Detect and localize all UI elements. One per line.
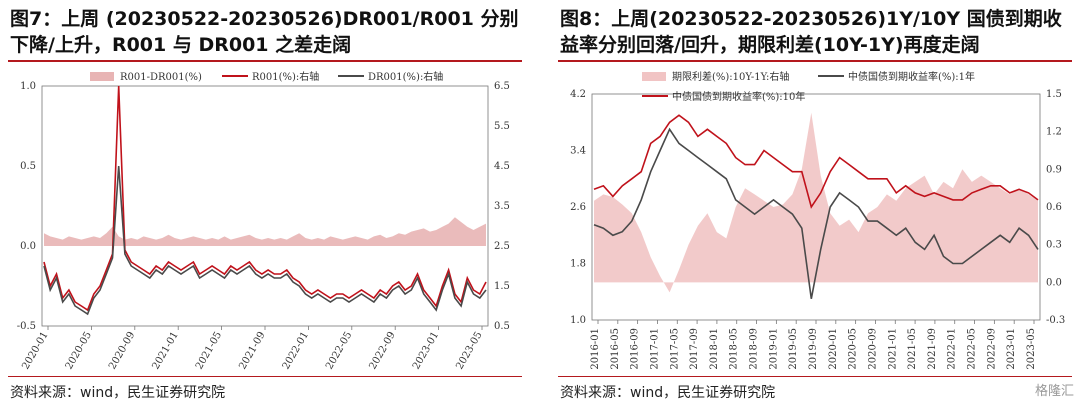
plot-frame <box>41 85 489 327</box>
x-tick-label: 2020-01 <box>828 328 839 370</box>
left-tick-label: 4.2 <box>570 89 586 100</box>
chart-panel-fig7: 图7：上周 (20230522-20230526)DR001/R001 分别下降… <box>0 0 530 406</box>
series-line <box>43 165 487 316</box>
series-area <box>44 217 486 246</box>
legend-label: R001(%):右轴 <box>252 70 319 83</box>
x-tick-label: 2022-05 <box>967 328 978 370</box>
x-tick-label: 2022-09 <box>986 328 997 370</box>
right-tick-label: 1.2 <box>1046 127 1062 138</box>
legend-swatch <box>90 72 114 81</box>
left-tick-label: 2.6 <box>570 202 586 213</box>
title-divider <box>8 60 522 62</box>
right-tick-label: 6.5 <box>494 81 510 92</box>
x-tick-label: 2020-05 <box>64 330 94 371</box>
left-tick-label: 1.8 <box>570 259 586 270</box>
footer-divider <box>558 376 1072 377</box>
x-tick-label: 2020-01 <box>20 330 50 371</box>
left-tick-label: 1.0 <box>20 81 36 92</box>
right-tick-label: -0.3 <box>1046 315 1065 326</box>
series-line <box>43 85 487 312</box>
x-tick-label: 2017-09 <box>689 328 700 370</box>
chart-canvas-fig7: R001-DR001(%) R001(%):右轴 DR001(%):右轴 1.0 0.5… <box>17 70 510 371</box>
right-tick-label: 4.5 <box>494 161 510 172</box>
left-tick-label: -0.5 <box>17 321 36 332</box>
left-tick-label: 0.0 <box>20 241 36 252</box>
series-area <box>594 112 1038 293</box>
right-tick-label: 0.9 <box>1046 164 1062 175</box>
right-tick-label: 0.0 <box>1046 277 1062 288</box>
left-tick-label: 1.0 <box>570 315 586 326</box>
series-line <box>593 127 1039 299</box>
x-tick-label: 2022-09 <box>367 330 397 371</box>
x-tick-label: 2019-01 <box>768 328 779 370</box>
x-tick-label: 2018-05 <box>729 328 740 370</box>
left-tick-label: 0.5 <box>20 161 36 172</box>
x-tick-label: 2016-01 <box>590 328 601 370</box>
x-tick-label: 2021-09 <box>237 330 267 371</box>
legend-swatch <box>642 72 666 81</box>
right-tick-label: 1.5 <box>494 281 510 292</box>
x-tick-label: 2017-05 <box>669 328 680 370</box>
title-divider <box>558 60 1072 62</box>
x-tick-label: 2018-01 <box>709 328 720 370</box>
x-tick-label: 2022-05 <box>324 330 354 371</box>
x-tick-label: 2022-01 <box>281 330 311 371</box>
watermark-logo: 格隆汇 <box>1034 384 1074 399</box>
x-tick-label: 2020-09 <box>107 330 137 371</box>
x-tick-label: 2020-09 <box>867 328 878 370</box>
right-tick-label: 0.6 <box>1046 202 1062 213</box>
legend-label: 中债国债到期收益率(%):10年 <box>672 90 805 103</box>
x-tick-label: 2016-09 <box>630 328 641 370</box>
legend-label: DR001(%):右轴 <box>368 70 443 83</box>
x-tick-label: 2016-05 <box>610 328 621 370</box>
x-tick-label: 2020-05 <box>848 328 859 370</box>
x-tick-label: 2023-01 <box>411 330 441 371</box>
x-tick-label: 2023-05 <box>454 330 484 371</box>
chart-title: 图7：上周 (20230522-20230526)DR001/R001 分别下降… <box>10 8 519 56</box>
right-tick-label: 0.5 <box>494 321 510 332</box>
chart-panel-fig8: 图8：上周(20230522-20230526)1Y/10Y 国债到期收益率分别… <box>550 0 1080 406</box>
right-tick-label: 5.5 <box>494 121 510 132</box>
source-note: 资料来源：wind，民生证券研究院 <box>10 385 226 401</box>
x-tick-label: 2023-05 <box>1026 328 1037 370</box>
x-tick-label: 2021-05 <box>907 328 918 370</box>
x-tick-label: 2021-01 <box>150 330 180 371</box>
right-tick-label: 0.3 <box>1046 240 1062 251</box>
x-tick-label: 2022-01 <box>947 328 958 370</box>
x-tick-label: 2021-09 <box>927 328 938 370</box>
right-tick-label: 1.5 <box>1046 89 1062 100</box>
right-tick-label: 3.5 <box>494 201 510 212</box>
legend-label: R001-DR001(%) <box>120 72 202 83</box>
legend-label: 中债国债到期收益率(%):1年 <box>848 70 975 83</box>
chart-title: 图8：上周(20230522-20230526)1Y/10Y 国债到期收益率分别… <box>560 8 1062 56</box>
left-tick-label: 3.4 <box>570 146 586 157</box>
footer-divider <box>8 376 522 377</box>
source-note: 资料来源：wind，民生证券研究院 <box>560 385 776 401</box>
x-tick-label: 2023-01 <box>1006 328 1017 370</box>
x-tick-label: 2017-01 <box>649 328 660 370</box>
x-tick-label: 2021-01 <box>887 328 898 370</box>
x-tick-label: 2019-05 <box>788 328 799 370</box>
legend-label: 期限利差(%):10Y-1Y:右轴 <box>672 70 789 83</box>
series-line <box>593 114 1039 209</box>
x-tick-label: 2021-05 <box>194 330 224 371</box>
x-tick-label: 2018-09 <box>749 328 760 370</box>
x-tick-label: 2019-09 <box>808 328 819 370</box>
right-tick-label: 2.5 <box>494 241 510 252</box>
chart-canvas-fig8: 期限利差(%):10Y-1Y:右轴 中债国债到期收益率(%):1年中债国债到期收益… <box>570 70 1065 370</box>
